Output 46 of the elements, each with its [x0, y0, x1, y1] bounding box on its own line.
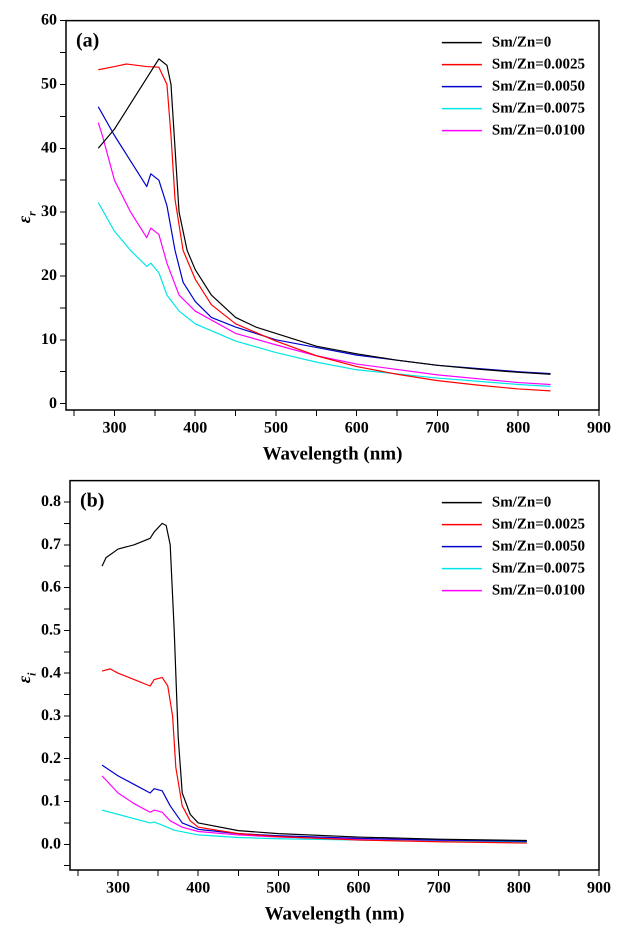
y-tick-label: 0.7	[41, 536, 61, 553]
x-tick-label: 400	[183, 420, 208, 437]
y-tick-label: 60	[41, 12, 57, 29]
y-tick-label: 0.4	[41, 664, 61, 682]
x-tick-label: 400	[186, 880, 210, 897]
y-axis-title: εi	[14, 672, 38, 684]
x-axis-title: Wavelength (nm)	[264, 904, 404, 925]
x-tick-label: 300	[106, 880, 130, 897]
x-tick-label: 800	[506, 420, 530, 437]
y-axis-title: εr	[14, 210, 38, 224]
x-tick-label: 700	[425, 420, 450, 437]
y-tick-label: 0.6	[41, 578, 61, 596]
y-tick-label: 0.1	[41, 792, 61, 810]
y-tick-label: 0.2	[41, 750, 61, 767]
annotation: (b)	[80, 490, 104, 512]
y-tick-label: 0.8	[41, 493, 61, 510]
y-tick-label: 20	[41, 267, 57, 284]
x-tick-label: 700	[426, 880, 451, 897]
legend-label: Sm/Zn=0.0025	[492, 56, 586, 72]
legend-label: Sm/Zn=0	[492, 494, 552, 510]
y-tick-label: 30	[41, 203, 57, 220]
x-tick-label: 600	[344, 420, 369, 437]
legend-label: Sm/Zn=0	[492, 34, 552, 50]
legend-label: Sm/Zn=0.0050	[492, 538, 586, 554]
y-tick-label: 0.5	[41, 622, 61, 639]
x-tick-label: 900	[587, 420, 611, 437]
x-tick-label: 600	[346, 880, 371, 897]
legend-label: Sm/Zn=0.0050	[492, 78, 586, 94]
legend-label: Sm/Zn=0.0025	[492, 516, 586, 532]
y-tick-label: 50	[41, 76, 57, 93]
x-tick-label: 300	[102, 420, 126, 437]
legend-label: Sm/Zn=0.0100	[492, 122, 586, 138]
x-tick-label: 500	[266, 880, 290, 897]
y-tick-label: 10	[41, 330, 57, 348]
legend-label: Sm/Zn=0.0075	[492, 100, 586, 116]
y-tick-label: 0	[49, 394, 57, 412]
y-tick-label: 40	[41, 139, 57, 156]
x-tick-label: 500	[264, 420, 288, 437]
x-tick-label: 900	[587, 880, 611, 897]
x-tick-label: 800	[506, 880, 531, 897]
y-tick-label: 0.0	[41, 835, 61, 852]
x-axis-title: Wavelength (nm)	[262, 444, 402, 465]
y-tick-label: 0.3	[41, 707, 61, 724]
legend-label: Sm/Zn=0.0075	[492, 560, 586, 576]
legend-label: Sm/Zn=0.0100	[492, 582, 586, 598]
annotation: (a)	[76, 30, 100, 52]
